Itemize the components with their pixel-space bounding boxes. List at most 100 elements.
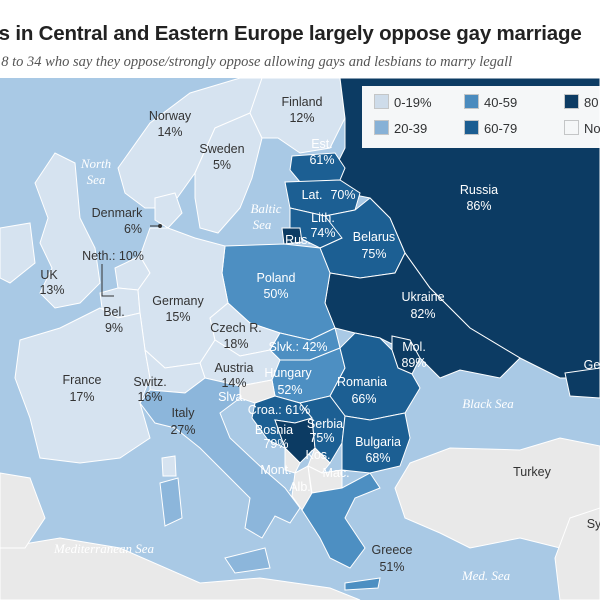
label-hungary-value: 52% — [277, 383, 302, 397]
label-france-name: France — [63, 373, 102, 387]
label-romania-value: 66% — [351, 392, 376, 406]
legend-label: 0-19% — [394, 95, 432, 110]
sea-baltic-line2: Sea — [253, 217, 272, 232]
denmark-pointer-dot — [158, 224, 162, 228]
label-norway-value: 14% — [157, 125, 182, 139]
label-lithuania-name: Lith. — [311, 211, 335, 225]
label-netherlands: Neth.: 10% — [82, 249, 144, 263]
label-sweden-value: 5% — [213, 158, 231, 172]
label-switzerland-name: Switz. — [133, 375, 166, 389]
label-bulgaria-value: 68% — [365, 451, 390, 465]
island-corsica — [161, 455, 177, 477]
label-georgia: Ge — [584, 358, 600, 372]
country-italy — [139, 377, 301, 539]
legend-item-4: 60-79 — [464, 120, 517, 136]
label-slovenia: Slva. — [218, 390, 246, 404]
country-ireland — [0, 222, 36, 284]
legend-swatch — [564, 94, 579, 109]
label-belarus-value: 75% — [361, 247, 386, 261]
label-sweden-name: Sweden — [199, 142, 244, 156]
label-greece-value: 51% — [379, 560, 404, 574]
label-serbia-value: 75% — [309, 431, 334, 445]
label-syria: Sy — [587, 517, 600, 531]
label-france-value: 17% — [69, 390, 94, 404]
label-germany-value: 15% — [165, 310, 190, 324]
label-poland-name: Poland — [257, 271, 296, 285]
country-serbia — [299, 395, 346, 464]
sea-mediterranean: Mediterranean Sea — [53, 541, 155, 556]
legend-item-3: 20-39 — [374, 120, 427, 136]
legend-swatch — [374, 120, 389, 135]
country-kaliningrad — [281, 227, 303, 245]
label-estonia-value: 61% — [309, 153, 334, 167]
label-ukraine-name: Ukraine — [401, 290, 444, 304]
sea-black: Black Sea — [462, 396, 514, 411]
label-czech-name: Czech R. — [210, 321, 261, 335]
legend-item-1: 40-59 — [464, 94, 517, 110]
label-montenegro: Mont. — [260, 463, 291, 477]
north-africa — [0, 537, 361, 600]
label-poland-value: 50% — [263, 287, 288, 301]
label-italy-value: 27% — [170, 423, 195, 437]
legend-swatch — [464, 94, 479, 109]
label-austria-name: Austria — [215, 361, 254, 375]
country-bulgaria — [341, 412, 411, 474]
label-belgium-value: 9% — [105, 321, 123, 335]
country-spain — [0, 472, 46, 549]
legend: 0-19% 40-59 80 20-39 60-79 No — [362, 86, 600, 148]
legend-swatch — [374, 94, 389, 109]
label-kaliningrad: Rus. — [285, 233, 311, 247]
label-switzerland-value: 16% — [137, 390, 162, 404]
label-uk-name: UK — [40, 268, 58, 282]
sea-med: Med. Sea — [461, 568, 511, 583]
label-belgium-name: Bel. — [103, 305, 125, 319]
country-macedonia — [307, 465, 343, 494]
label-bulgaria-name: Bulgaria — [355, 435, 401, 449]
label-turkey: Turkey — [513, 465, 551, 479]
netherlands-pointer — [101, 264, 114, 297]
label-lithuania-value: 74% — [310, 226, 335, 240]
label-kosovo: Kos. — [305, 448, 330, 462]
label-denmark-name: Denmark — [92, 206, 143, 220]
legend-item-2: 80 — [564, 94, 598, 110]
country-greece — [301, 472, 381, 569]
label-romania-name: Romania — [337, 375, 387, 389]
label-croatia: Croa.: 61% — [248, 403, 311, 417]
legend-label: 80 — [584, 95, 599, 110]
sea-north-line1: North — [80, 156, 111, 171]
island-sardinia — [159, 477, 183, 527]
legend-label: 60-79 — [484, 121, 518, 136]
country-ukraine — [324, 252, 521, 379]
legend-item-5: No — [564, 120, 600, 136]
label-russia-value: 86% — [466, 199, 491, 213]
europe-map: North Sea Baltic Sea Black Sea Mediterra… — [0, 78, 600, 600]
country-syria — [554, 507, 600, 600]
label-germany-name: Germany — [152, 294, 204, 308]
label-greece-name: Greece — [372, 543, 413, 557]
label-austria-value: 14% — [221, 376, 246, 390]
legend-label: No — [584, 121, 600, 136]
label-uk-value: 13% — [39, 283, 64, 297]
label-italy-name: Italy — [172, 406, 196, 420]
label-czech-value: 18% — [223, 337, 248, 351]
label-norway-name: Norway — [149, 109, 192, 123]
sea-baltic-line1: Baltic — [250, 201, 281, 216]
legend-item-0: 0-19% — [374, 94, 432, 110]
label-moldova-value: 89% — [401, 356, 426, 370]
label-bosnia-value: 79% — [263, 437, 288, 451]
map-title: ts in Central and Eastern Europe largely… — [0, 22, 582, 45]
label-finland-name: Finland — [282, 95, 323, 109]
map-subtitle: 18 to 34 who say they oppose/strongly op… — [0, 54, 513, 70]
label-estonia-name: Est. — [311, 137, 333, 151]
island-crete — [344, 577, 381, 591]
label-finland-value: 12% — [289, 111, 314, 125]
label-bosnia-name: Bosnia — [255, 423, 293, 437]
label-macedonia: Mac. — [322, 466, 349, 480]
label-russia-name: Russia — [460, 183, 498, 197]
label-latvia-name: Lat. — [302, 188, 323, 202]
label-ukraine-value: 82% — [410, 307, 435, 321]
island-sicily — [224, 547, 271, 574]
label-latvia-value: 70% — [330, 188, 355, 202]
label-denmark-value: 6% — [124, 222, 142, 236]
label-slovakia: Slvk.: 42% — [268, 340, 327, 354]
